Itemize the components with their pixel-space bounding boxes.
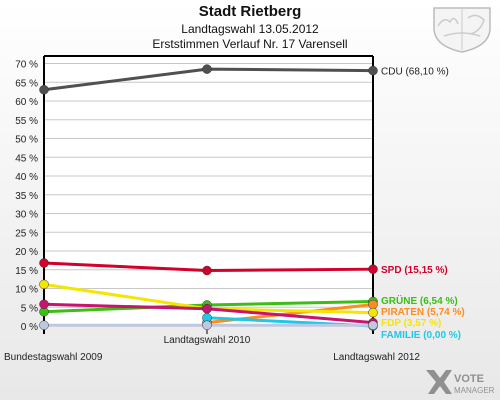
data-point-piraten (368, 299, 378, 310)
series-label-grüne: GRÜNE (6,54 %) (381, 294, 458, 307)
data-point-sonstige (39, 320, 49, 330)
y-tick-label: 25 % (15, 228, 38, 239)
series-label-familie: FAMILIE (0,00 %) (381, 330, 461, 341)
logo-text-manager: MANAGER (454, 386, 495, 395)
series-label-cdu: CDU (68,10 %) (381, 67, 449, 78)
y-tick-label: 5 % (21, 303, 38, 314)
logo-text-vote: VOTE (454, 373, 484, 385)
data-point-fdp (368, 307, 378, 318)
x-tick-label: Bundestagswahl 2009 (4, 352, 103, 363)
y-tick-label: 0 % (21, 322, 38, 333)
y-tick-label: 15 % (15, 266, 38, 277)
chart-title: Stadt Rietberg (198, 3, 302, 20)
y-tick-label: 70 % (15, 60, 38, 71)
y-tick-label: 45 % (15, 153, 38, 164)
votemanager-logo: VOTE MANAGER (426, 370, 495, 395)
data-point-fdp (39, 279, 49, 290)
y-tick-label: 60 % (15, 97, 38, 108)
data-point-sonstige (368, 320, 378, 330)
y-tick-label: 65 % (15, 78, 38, 89)
y-tick-label: 40 % (15, 172, 38, 183)
x-tick-label: Landtagswahl 2010 (164, 335, 251, 346)
y-tick-label: 20 % (15, 247, 38, 258)
data-point-spd (39, 258, 49, 268)
data-point-cdu (39, 85, 49, 95)
data-point-cdu (368, 65, 378, 76)
data-point-linke (39, 299, 49, 309)
series-label-piraten: PIRATEN (5,74 %) (381, 307, 465, 318)
y-tick-label: 35 % (15, 191, 38, 202)
data-point-cdu (202, 64, 212, 74)
y-tick-label: 55 % (15, 116, 38, 127)
data-point-spd (368, 264, 378, 274)
y-tick-label: 50 % (15, 135, 38, 146)
x-tick-label: Landtagswahl 2012 (333, 352, 420, 363)
y-tick-label: 10 % (15, 285, 38, 296)
data-point-linke (202, 304, 212, 314)
chart-subtitle-district: Erststimmen Verlauf Nr. 17 Varensell (152, 37, 348, 51)
data-point-sonstige (202, 320, 212, 330)
series-label-fdp: FDP (3,57 %) (381, 318, 441, 329)
data-point-spd (202, 265, 212, 276)
coat-of-arms-icon (433, 7, 491, 53)
y-tick-label: 30 % (15, 210, 38, 221)
plot-area (44, 56, 373, 326)
chart-subtitle-election: Landtagswahl 13.05.2012 (181, 22, 319, 36)
series-label-spd: SPD (15,15 %) (381, 265, 448, 276)
